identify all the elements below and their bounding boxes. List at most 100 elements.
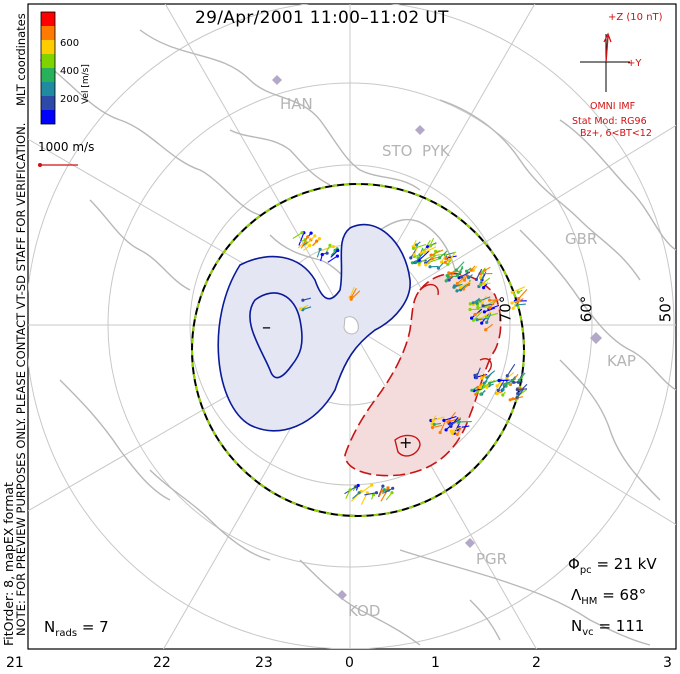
vector-origin <box>485 385 489 389</box>
vector-tail <box>350 288 357 298</box>
vector-origin <box>317 237 322 241</box>
vector-origin <box>446 420 450 424</box>
station-pgr: PGR <box>476 550 508 568</box>
vector-origin <box>501 393 505 397</box>
mlt-tick-1: 1 <box>431 655 440 671</box>
vector-origin <box>336 248 340 253</box>
vector-origin <box>510 301 514 305</box>
vector-origin <box>448 423 452 427</box>
vector-origin <box>516 290 520 294</box>
vector-origin <box>476 305 480 310</box>
colorbar-tick-600: 600 <box>60 38 80 49</box>
vector-origin <box>467 276 471 280</box>
vector-origin <box>495 384 499 388</box>
vector-tail <box>298 232 305 246</box>
vector-origin <box>436 266 440 270</box>
vector-tail <box>480 277 491 286</box>
vector-tail <box>449 251 456 262</box>
colorbar-tick-400: 400 <box>60 66 80 77</box>
vector-tail <box>486 313 492 323</box>
colorbar-tick-200: 200 <box>60 94 80 105</box>
vector-origin <box>309 231 313 235</box>
vector-origin <box>497 378 501 383</box>
vector-origin <box>488 306 492 310</box>
vector-origin <box>432 422 436 426</box>
nvc-subscript: vc <box>582 627 594 638</box>
vector-tail <box>450 418 462 426</box>
vector-origin <box>449 429 453 433</box>
vector-origin <box>481 270 485 274</box>
vector-tail <box>475 367 481 378</box>
mlt-tick-23: 23 <box>255 655 273 671</box>
vector-origin <box>478 276 483 280</box>
vector-tail <box>439 250 448 259</box>
vector-tail <box>504 378 517 385</box>
phi-value: = 21 kV <box>596 555 657 573</box>
vector-origin <box>320 252 324 257</box>
vector-tail <box>423 246 437 254</box>
lambda-subscript: HM <box>581 596 598 607</box>
vector-origin <box>315 239 319 243</box>
nrads-value: = 7 <box>81 618 109 636</box>
vector-origin <box>382 488 386 492</box>
vector-origin <box>471 318 476 322</box>
vector-tail <box>484 307 496 313</box>
negative-potential-cell <box>217 223 411 432</box>
vector-origin <box>457 276 461 280</box>
vector-origin <box>475 301 479 305</box>
velocity-vectors <box>292 231 528 505</box>
vector-tail <box>475 268 483 280</box>
vector-origin <box>430 425 435 430</box>
vector-origin <box>462 278 467 282</box>
vector-tail <box>345 489 351 499</box>
vector-tail <box>364 492 377 496</box>
positive-cell-inner-contour <box>394 434 421 457</box>
vector-tail <box>304 235 316 247</box>
vector-tail <box>330 250 339 258</box>
vector-tail <box>511 286 526 293</box>
mlt-tick-21: 21 <box>6 655 24 671</box>
vector-origin <box>480 376 484 380</box>
pole-landmass <box>343 316 359 335</box>
vector-origin <box>306 235 310 239</box>
vector-origin <box>455 289 459 293</box>
vector-origin <box>374 491 379 495</box>
latitude-label-50: 50° <box>656 295 675 323</box>
imf-vector-arrowhead <box>603 32 612 43</box>
vector-origin <box>444 279 448 283</box>
phi-subscript: pc <box>579 565 592 576</box>
colorbar-label: Vel [m/s] <box>81 64 91 104</box>
vector-origin <box>318 247 322 251</box>
vector-origin <box>438 256 442 260</box>
vector-tail <box>292 232 303 239</box>
vector-origin <box>475 318 479 322</box>
vector-tail <box>506 363 516 377</box>
vector-tail <box>479 311 492 320</box>
imf-dial <box>580 32 630 92</box>
coordinate-system-label: MLT coordinates <box>14 13 28 106</box>
vector-origin <box>348 488 352 492</box>
imf-source: OMNI IMF <box>590 101 636 112</box>
vector-tail <box>486 370 496 378</box>
vector-origin <box>308 243 312 247</box>
vector-tail <box>441 253 448 263</box>
vector-origin <box>370 483 374 487</box>
fit-order-label: FitOrder: 8, mapEX format <box>1 482 16 646</box>
vector-origin <box>335 254 339 258</box>
vector-origin <box>459 275 464 279</box>
imf-z-label: +Z (10 nT) <box>608 12 663 23</box>
vector-origin <box>443 260 447 264</box>
radar-station-markers <box>272 75 602 600</box>
vector-origin <box>434 249 438 253</box>
vector-origin <box>503 382 507 387</box>
vector-origin <box>440 260 444 264</box>
vector-origin <box>391 486 395 490</box>
vector-origin <box>478 385 482 389</box>
vector-tail <box>479 296 491 302</box>
vector-origin <box>415 243 419 247</box>
nrads-symbol: N <box>44 618 56 636</box>
vector-origin <box>483 268 487 272</box>
vector-origin <box>512 380 516 384</box>
potential-minimum-marker: – <box>262 317 271 338</box>
station-han: HAN <box>280 95 313 113</box>
